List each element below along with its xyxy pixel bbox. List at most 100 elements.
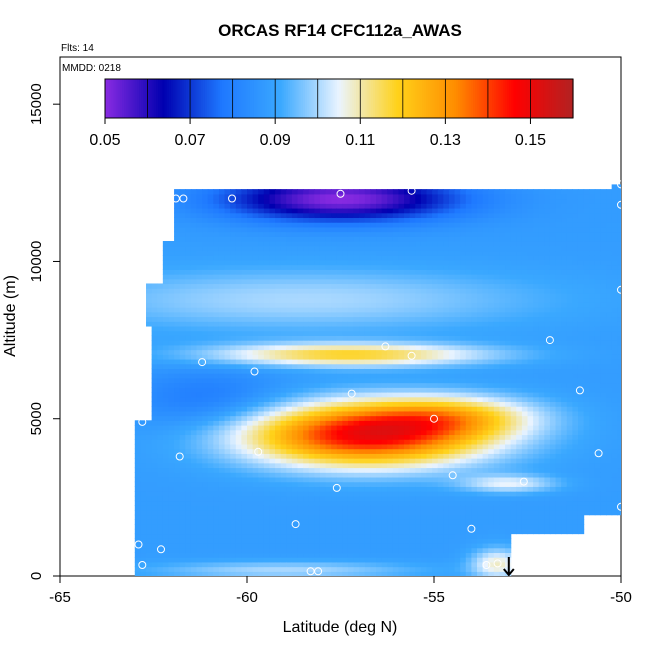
heatmap-cell	[286, 373, 293, 379]
heatmap-cell	[342, 425, 349, 431]
heatmap-cell	[190, 472, 198, 478]
heatmap-cell	[482, 321, 489, 327]
heatmap-cell	[325, 259, 332, 266]
heatmap-cell	[275, 505, 282, 511]
heatmap-cell	[359, 547, 366, 554]
heatmap-cell	[376, 524, 383, 530]
heatmap-cell	[477, 259, 484, 266]
heatmap-cell	[314, 391, 321, 398]
heatmap-cell	[336, 373, 343, 379]
heatmap-cell	[146, 458, 153, 464]
heatmap-cell	[207, 509, 214, 516]
heatmap-cell	[241, 396, 248, 403]
heatmap-cell	[252, 439, 259, 445]
heatmap-cell	[291, 269, 299, 275]
heatmap-cell	[151, 292, 158, 299]
heatmap-cell	[269, 387, 276, 393]
heatmap-cell	[280, 382, 287, 388]
heatmap-cell	[331, 231, 338, 237]
heatmap-cell	[364, 505, 372, 511]
heatmap-cell	[432, 245, 439, 252]
heatmap-cell	[471, 453, 478, 459]
heatmap-cell	[235, 274, 242, 280]
heatmap-cell	[387, 391, 394, 398]
heatmap-cell	[179, 193, 186, 200]
heatmap-cell	[347, 462, 355, 469]
heatmap-cell	[157, 495, 164, 502]
heatmap-cell	[415, 505, 422, 511]
heatmap-cell	[336, 448, 343, 454]
heatmap-cell	[263, 245, 271, 252]
heatmap-cell	[471, 561, 478, 568]
heatmap-cell	[247, 509, 254, 516]
heatmap-cell	[488, 495, 495, 502]
heatmap-cell	[359, 203, 366, 209]
heatmap-cell	[381, 330, 388, 336]
heatmap-cell	[297, 443, 304, 450]
heatmap-cell	[190, 321, 198, 327]
heatmap-cell	[303, 434, 310, 440]
heatmap-cell	[252, 524, 259, 530]
heatmap-cell	[303, 443, 310, 450]
heatmap-cell	[196, 542, 203, 549]
heatmap-cell	[162, 278, 170, 285]
heatmap-cell	[325, 486, 332, 492]
heatmap-cell	[314, 566, 321, 572]
heatmap-cell	[218, 274, 226, 280]
heatmap-cell	[398, 434, 405, 440]
heatmap-cell	[297, 212, 304, 219]
heatmap-cell	[477, 217, 484, 223]
heatmap-cell	[426, 363, 433, 369]
heatmap-cell	[342, 373, 349, 379]
heatmap-cell	[179, 439, 186, 445]
heatmap-cell	[454, 391, 461, 398]
heatmap-cell	[230, 415, 237, 421]
heatmap-cell	[286, 283, 293, 289]
heatmap-cell	[437, 415, 444, 421]
heatmap-cell	[420, 439, 428, 445]
heatmap-cell	[303, 524, 310, 530]
heatmap-cell	[426, 542, 433, 549]
heatmap-cell	[465, 259, 472, 266]
heatmap-cell	[454, 415, 461, 421]
heatmap-cell	[162, 354, 170, 360]
heatmap-cell	[207, 349, 214, 355]
heatmap-cell	[426, 401, 433, 407]
heatmap-cell	[269, 193, 276, 200]
heatmap-cell	[174, 429, 181, 436]
heatmap-cell	[280, 514, 287, 520]
heatmap-cell	[179, 524, 186, 530]
heatmap-cell	[230, 193, 237, 200]
heatmap-cell	[432, 391, 439, 398]
heatmap-cell	[263, 514, 271, 520]
heatmap-cell	[224, 217, 231, 223]
heatmap-cell	[454, 297, 461, 303]
heatmap-cell	[471, 387, 478, 393]
heatmap-cell	[437, 255, 444, 261]
heatmap-cell	[370, 481, 377, 487]
heatmap-cell	[168, 528, 175, 535]
heatmap-cell	[235, 189, 242, 195]
heatmap-cell	[443, 391, 450, 398]
heatmap-cell	[477, 297, 484, 303]
heatmap-cell	[325, 217, 332, 223]
heatmap-cell	[230, 420, 237, 426]
heatmap-cell	[437, 401, 444, 407]
heatmap-cell	[207, 571, 214, 576]
heatmap-cell	[482, 401, 489, 407]
heatmap-cell	[471, 533, 478, 539]
heatmap-cell	[319, 349, 327, 355]
heatmap-cell	[252, 382, 259, 388]
heatmap-cell	[465, 245, 472, 252]
heatmap-cell	[213, 458, 220, 464]
heatmap-cell	[319, 335, 327, 341]
heatmap-cell	[482, 406, 489, 412]
heatmap-cell	[190, 542, 198, 549]
heatmap-cell	[409, 316, 416, 322]
heatmap-cell	[454, 547, 461, 554]
heatmap-cell	[252, 264, 259, 270]
heatmap-cell	[336, 429, 343, 436]
heatmap-cell	[336, 415, 343, 421]
heatmap-cell	[140, 528, 147, 535]
heatmap-cell	[342, 514, 349, 520]
